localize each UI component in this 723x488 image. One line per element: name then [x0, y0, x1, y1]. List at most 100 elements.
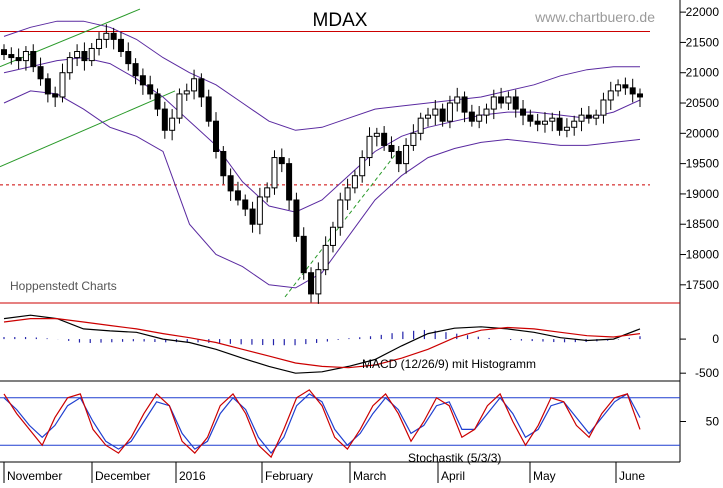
candle-body	[286, 163, 293, 201]
candle-body	[410, 132, 417, 146]
candle-body	[176, 93, 183, 119]
macd-label: MACD (12/26/9) mit Histogramm	[362, 357, 536, 371]
candle-body	[498, 96, 505, 104]
candle-body	[571, 120, 578, 128]
candle-body	[505, 96, 512, 104]
candle-body	[578, 114, 585, 122]
candle-body	[52, 93, 59, 98]
candle-body	[139, 75, 146, 86]
x-tick-label: February	[265, 469, 313, 483]
candle-body	[615, 84, 622, 92]
candle-body	[520, 108, 527, 116]
macd-line	[3, 314, 641, 374]
candle-body	[439, 108, 446, 122]
candle-body	[256, 196, 263, 225]
x-tick-label: December	[95, 469, 150, 483]
candle-body	[315, 269, 322, 295]
candle-body	[125, 51, 132, 65]
stochastic-panel	[0, 389, 680, 459]
candle-body	[169, 117, 176, 131]
uptrend-channel-lower	[0, 90, 176, 168]
candle-body	[271, 157, 278, 189]
candle-body	[227, 175, 234, 192]
candle-body	[110, 32, 117, 40]
candle-body	[454, 96, 461, 104]
price-y-tick-label: 20000	[686, 126, 720, 140]
candle-body	[103, 32, 110, 40]
price-panel	[0, 8, 650, 304]
macd-y-tick-label: 0	[712, 332, 719, 346]
candle-body	[191, 78, 198, 92]
macd-y-tick-label: -500	[695, 366, 719, 380]
candle-body	[629, 87, 636, 95]
candle-body	[512, 96, 519, 110]
candle-body	[563, 126, 570, 131]
candle-body	[8, 54, 15, 59]
x-tick-label: November	[7, 469, 62, 483]
x-tick-label: April	[441, 469, 465, 483]
candle-body	[461, 96, 468, 113]
candle-body	[490, 96, 497, 110]
stochastic-label: Stochastik (5/3/3)	[408, 451, 501, 465]
candle-body	[593, 114, 600, 119]
candle-body	[74, 51, 81, 59]
candle-body	[300, 235, 307, 274]
price-y-tick-label: 18000	[686, 248, 720, 262]
candle-body	[96, 38, 103, 49]
chart-title: MDAX	[313, 10, 368, 31]
candle-body	[622, 84, 629, 89]
bollinger-upper-band	[3, 20, 640, 131]
candle-body	[600, 99, 607, 116]
candle-body	[44, 78, 51, 95]
candle-body	[220, 151, 227, 177]
candle-body	[381, 132, 388, 146]
candle-body	[585, 114, 592, 119]
stochastic-k-line	[3, 389, 641, 459]
candle-body	[81, 51, 88, 62]
macd-panel	[3, 314, 641, 374]
price-y-tick-label: 19500	[686, 157, 720, 171]
candle-body	[549, 117, 556, 122]
candle-body	[59, 72, 66, 98]
price-y-tick-label: 17500	[686, 278, 720, 292]
axes: 22000 21500 21000 20500 20000 19500 19000 18500…	[3, 5, 720, 483]
candle-body	[637, 93, 643, 98]
candle-body	[476, 114, 483, 122]
x-tick-label: March	[353, 469, 386, 483]
candle-body	[183, 90, 190, 95]
price-y-tick-label: 20500	[686, 96, 720, 110]
candle-body	[88, 47, 95, 62]
candle-body	[351, 175, 358, 189]
candle-body	[527, 114, 534, 122]
candle-body	[22, 51, 29, 62]
candle-body	[66, 57, 73, 74]
bollinger-lower-band	[3, 90, 641, 289]
candle-body	[154, 93, 161, 110]
stochastic-y-tick-label: 50	[706, 415, 720, 429]
candle-body	[344, 187, 351, 201]
stochastic-d-line	[3, 393, 641, 455]
candle-body	[264, 187, 271, 198]
candle-body	[432, 108, 439, 116]
candle-body	[293, 199, 300, 237]
candle-body	[147, 84, 154, 95]
candle-body	[322, 244, 329, 271]
candle-body	[483, 108, 490, 116]
candle-body	[15, 57, 22, 62]
candle-body	[234, 190, 241, 201]
candle-body	[359, 157, 366, 177]
watermark: www.chartbuero.de	[534, 9, 655, 25]
candle-body	[1, 49, 7, 56]
x-tick-label: 2016	[179, 469, 206, 483]
bollinger-middle-band	[3, 57, 641, 213]
candle-body	[161, 108, 168, 131]
price-y-tick-label: 18500	[686, 217, 720, 231]
candle-body	[37, 66, 44, 80]
x-tick-label: May	[533, 469, 556, 483]
candle-body	[403, 144, 410, 165]
candle-body	[373, 132, 380, 137]
candle-body	[117, 38, 124, 53]
candle-body	[337, 199, 344, 228]
